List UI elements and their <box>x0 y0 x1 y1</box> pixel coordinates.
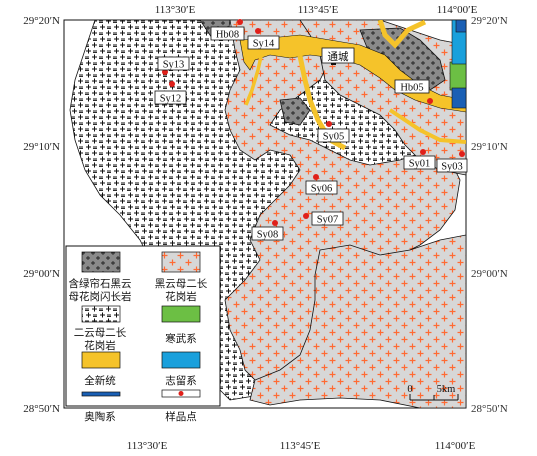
legend-label-granodiorite-2: 母花岗闪长岩 <box>69 290 132 303</box>
sample-label-sy03: Sy03 <box>441 162 463 173</box>
sample-dot-sy05 <box>326 121 332 127</box>
legend-swatch-holocene <box>81 351 121 369</box>
left-lat-1: 29°20′N <box>23 15 60 27</box>
legend-label-biotite-1: 黑云母二长 <box>155 278 208 290</box>
legend-label-cambrian: 寒武系 <box>165 332 197 345</box>
left-lat-4: 28°50′N <box>23 403 60 415</box>
right-lat-2: 29°10′N <box>471 141 508 153</box>
cambrian-unit <box>449 61 466 91</box>
legend-label-two-mica-2: 花岗岩 <box>84 339 116 352</box>
legend-label-granodiorite-1: 含绿帘石黑云 <box>69 277 132 290</box>
top-lon-1: 113°30′E <box>155 4 196 16</box>
town-label: 通城 <box>328 51 349 63</box>
right-lat-1: 29°20′N <box>471 15 508 27</box>
sample-label-sy14: Sy14 <box>253 39 275 50</box>
sample-label-sy12: Sy12 <box>160 94 182 105</box>
sample-label-sy13: Sy13 <box>163 60 185 71</box>
legend-sample-dot <box>178 391 184 396</box>
scale-label: 5km <box>437 384 456 395</box>
left-lat-3: 29°00′N <box>23 268 60 280</box>
bottom-lon-1: 113°30′E <box>127 440 168 452</box>
sample-points: Hb08 Sy14 Sy13 Sy12 Hb05 Sy05 Sy01 Sy03 … <box>154 19 468 241</box>
bottom-lon-2: 113°45′E <box>280 440 321 452</box>
top-lon-3: 114°00′E <box>437 4 478 16</box>
top-lon-2: 113°45′E <box>298 4 339 16</box>
sample-dot-sy13 <box>162 69 168 75</box>
legend-swatch-granodiorite <box>81 251 121 273</box>
sample-dot-sy06 <box>313 174 319 180</box>
legend-label-holocene: 全新统 <box>84 374 116 387</box>
sample-dot-sy07 <box>303 213 309 219</box>
left-lat-2: 29°10′N <box>23 141 60 153</box>
legend-swatch-silurian <box>161 351 201 369</box>
ordovician-unit-2 <box>451 87 466 109</box>
bottom-lon-3: 114°00′E <box>435 440 476 452</box>
scale-bar: 0 5km <box>407 384 459 401</box>
right-lat-4: 28°50′N <box>471 403 508 415</box>
legend-label-biotite-2: 花岗岩 <box>165 290 197 303</box>
sample-label-sy07: Sy07 <box>317 215 339 226</box>
legend-label-silurian: 志留系 <box>165 374 197 387</box>
sample-dot-hb08 <box>237 19 243 25</box>
scale-zero: 0 <box>407 384 412 395</box>
legend: 含绿帘石黑云 母花岗闪长岩 黑云母二长 花岗岩 二云母二长 花岗岩 寒武系 全新… <box>65 245 221 407</box>
sample-label-sy01: Sy01 <box>409 159 431 170</box>
holocene-river-3 <box>377 20 427 49</box>
right-lat-3: 29°00′N <box>471 268 508 280</box>
legend-swatch-two-mica <box>81 305 121 323</box>
legend-label-two-mica-1: 二云母二长 <box>74 327 127 339</box>
sample-label-sy06: Sy06 <box>311 184 333 195</box>
sample-dot-sy03 <box>459 151 465 157</box>
legend-label-sample: 样品点 <box>165 410 197 423</box>
holocene-river-4 <box>388 108 466 144</box>
biotite-monzogranite-south <box>249 234 466 408</box>
sample-label-sy08: Sy08 <box>257 230 279 241</box>
sample-label-hb08: Hb08 <box>216 30 239 41</box>
legend-swatch-ordovician <box>81 391 121 397</box>
granodiorite-unit-2 <box>279 97 311 126</box>
sample-label-sy05: Sy05 <box>323 132 345 143</box>
sample-dot-sy14 <box>255 28 261 34</box>
ordovician-unit <box>455 20 466 33</box>
legend-swatch-cambrian <box>161 305 201 323</box>
sample-label-hb05: Hb05 <box>400 83 423 94</box>
holocene-river-5 <box>244 51 264 106</box>
sample-dot-hb05 <box>427 98 433 104</box>
legend-label-ordovician: 奥陶系 <box>84 410 116 423</box>
sample-dot-sy01 <box>420 149 426 155</box>
sample-dot-sy12 <box>169 81 175 87</box>
sample-dot-sy08 <box>272 220 278 226</box>
legend-swatch-biotite <box>161 251 201 273</box>
